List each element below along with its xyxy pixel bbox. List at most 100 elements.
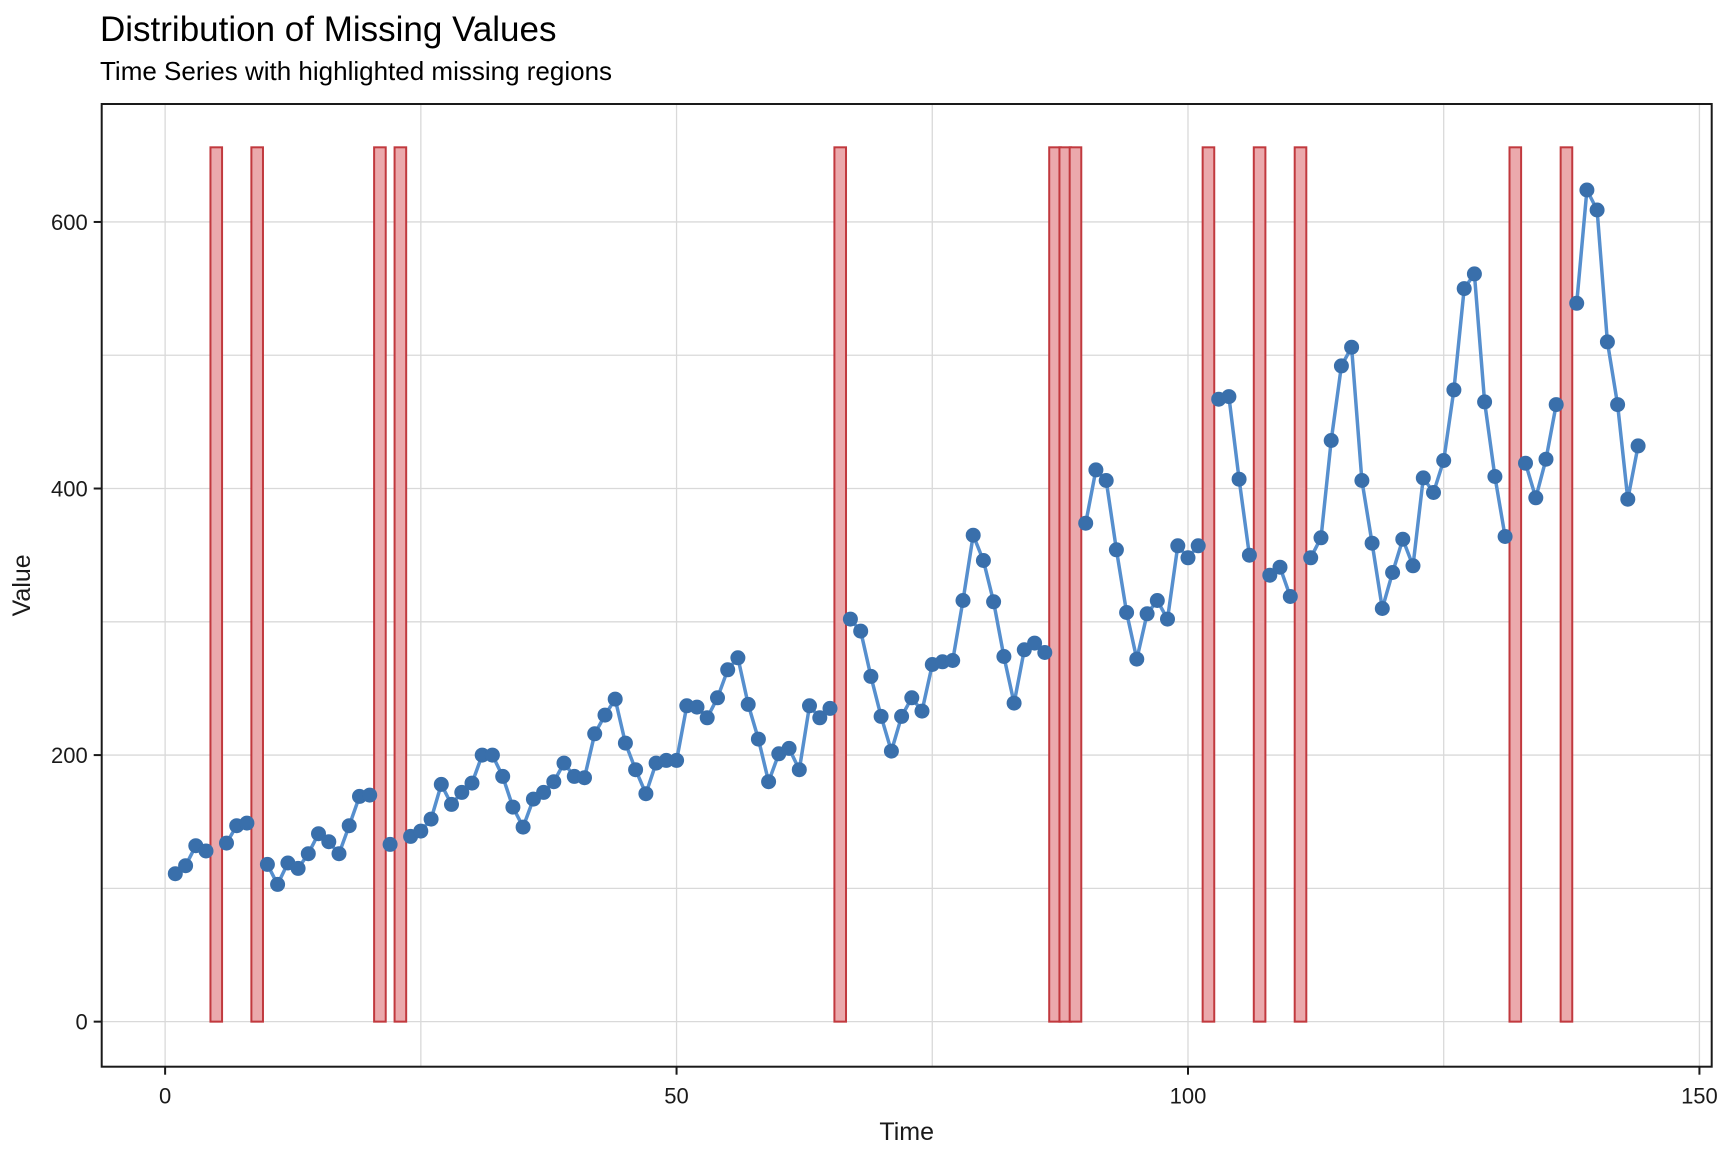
data-point — [730, 650, 746, 666]
data-point — [300, 846, 316, 862]
x-tick-label: 50 — [664, 1084, 688, 1109]
data-point — [1374, 601, 1390, 616]
series-line-segment — [1523, 402, 1558, 500]
data-point — [1027, 635, 1043, 651]
data-point — [904, 690, 920, 706]
data-point — [198, 843, 214, 859]
data-point — [689, 699, 705, 715]
data-point — [617, 735, 633, 751]
data-point — [720, 662, 736, 678]
data-point — [1272, 559, 1288, 575]
data-point — [710, 690, 725, 706]
data-point — [955, 593, 971, 608]
data-point — [290, 860, 306, 876]
data-point — [1088, 462, 1104, 478]
data-point — [1231, 471, 1247, 487]
data-point — [1497, 529, 1513, 544]
data-point — [1354, 473, 1370, 488]
data-point — [270, 876, 286, 892]
data-point — [750, 731, 766, 747]
data-point — [1548, 397, 1564, 413]
missing-region-bar — [1293, 146, 1308, 1023]
data-point — [311, 826, 326, 842]
data-point — [1170, 538, 1186, 554]
data-point — [484, 747, 500, 763]
data-point — [638, 786, 654, 802]
data-point — [515, 819, 531, 835]
data-point — [842, 611, 858, 627]
data-point — [577, 770, 592, 786]
chart-title: Distribution of Missing Values — [100, 10, 557, 49]
missing-region-bar — [209, 146, 224, 1023]
data-point — [413, 823, 429, 839]
data-point — [1477, 394, 1493, 410]
data-point — [167, 866, 183, 882]
data-point — [1098, 473, 1114, 488]
data-point — [1282, 589, 1298, 604]
data-point — [1630, 438, 1646, 454]
x-tick-label: 150 — [1681, 1084, 1718, 1109]
data-point — [1446, 382, 1462, 398]
data-point — [1078, 515, 1094, 531]
data-point — [1241, 547, 1257, 563]
data-point — [802, 698, 817, 714]
data-point — [219, 835, 234, 851]
data-point — [996, 649, 1012, 664]
data-point — [1119, 605, 1135, 620]
data-point — [1538, 451, 1554, 467]
data-point — [1323, 433, 1339, 448]
data-point — [1262, 567, 1278, 583]
data-point — [1518, 455, 1533, 471]
y-tick-label: 200 — [51, 743, 88, 768]
data-point — [669, 752, 685, 768]
data-point — [1579, 182, 1595, 198]
data-point — [1190, 538, 1206, 554]
data-point — [1620, 491, 1636, 507]
data-point — [873, 708, 889, 724]
data-point — [1129, 651, 1145, 667]
data-point — [699, 710, 715, 726]
data-point — [1108, 542, 1124, 558]
data-point — [1528, 490, 1544, 506]
data-point — [1405, 558, 1421, 574]
data-point — [464, 775, 480, 791]
data-point — [1037, 645, 1053, 660]
data-point — [883, 743, 899, 759]
data-point — [986, 594, 1002, 610]
data-point — [1426, 485, 1441, 500]
chart-subtitle: Time Series with highlighted missing reg… — [100, 56, 613, 86]
data-point — [382, 836, 398, 852]
data-point — [1006, 695, 1022, 711]
data-point — [331, 846, 347, 862]
data-point — [1415, 470, 1431, 486]
missing-region-bar — [1252, 146, 1267, 1023]
plot-panel — [101, 104, 1712, 1067]
data-point — [894, 708, 910, 724]
data-point — [259, 856, 275, 872]
data-point — [658, 752, 674, 768]
data-point — [1139, 606, 1155, 622]
missing-region-bar — [373, 146, 387, 1023]
data-point — [1599, 334, 1615, 350]
data-point — [781, 740, 797, 756]
data-point — [914, 703, 930, 719]
missing-region-bar — [1559, 146, 1574, 1023]
data-point — [761, 774, 777, 790]
data-point — [822, 700, 838, 716]
data-point — [863, 668, 879, 684]
data-point — [1466, 266, 1482, 282]
y-tick-label: 0 — [75, 1010, 87, 1035]
data-point — [791, 762, 807, 778]
y-tick-label: 600 — [51, 210, 88, 235]
data-point — [740, 696, 756, 712]
data-point — [536, 784, 552, 800]
data-point — [965, 527, 981, 543]
data-point — [321, 834, 337, 850]
missing-region-bar — [1201, 146, 1216, 1023]
data-point — [1395, 531, 1411, 547]
data-point — [495, 768, 511, 784]
data-point — [444, 796, 459, 812]
y-tick-label: 400 — [51, 477, 88, 502]
data-point — [975, 553, 991, 568]
